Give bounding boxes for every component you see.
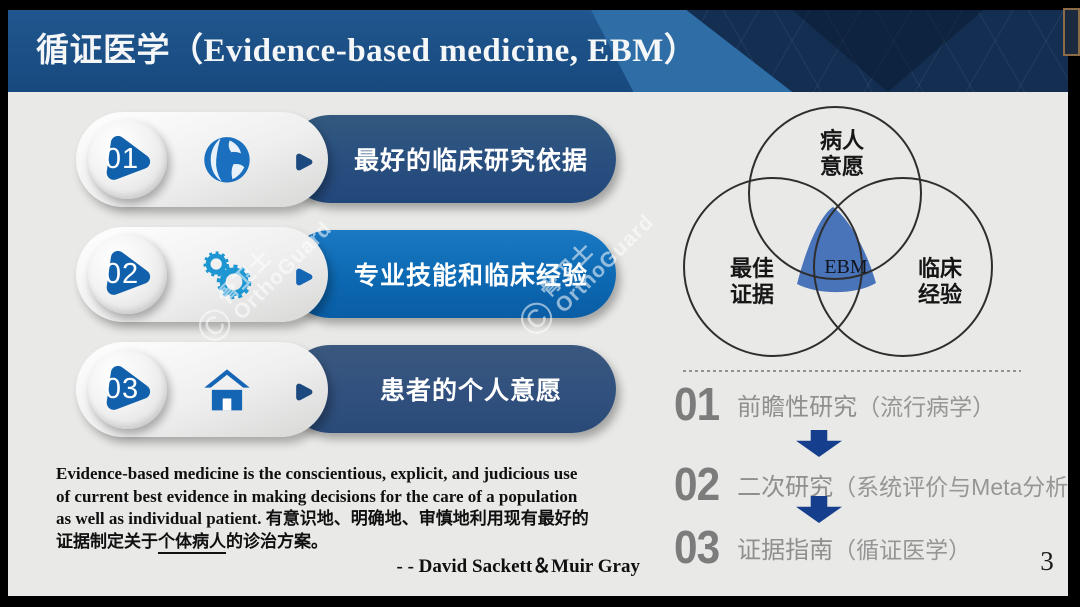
edge-overlay-box xyxy=(1063,8,1080,56)
page-title: 循证医学（Evidence-based medicine, EBM） xyxy=(36,33,698,69)
slide: 循证医学（Evidence-based medicine, EBM） 01 最好 xyxy=(8,10,1068,596)
quote-attribution: - - David Sackett＆Muir Gray xyxy=(396,556,640,577)
step-number: 02 xyxy=(674,458,720,510)
quote-chinese-line4-end: 的诊治方案。 xyxy=(226,531,328,551)
venn-label-line: 证据 xyxy=(729,282,774,307)
pill-label: 最好的临床研究依据 xyxy=(353,147,588,175)
venn-circle-top xyxy=(748,106,922,280)
badge-number: 01 xyxy=(104,143,140,175)
globe-icon xyxy=(204,137,250,183)
pill-label: 患者的个人意愿 xyxy=(379,377,562,405)
pick-shape-icon xyxy=(106,365,151,410)
step-number: 01 xyxy=(674,378,720,430)
venn-center-fill xyxy=(797,207,876,293)
venn-label-line: 病人 xyxy=(819,128,864,153)
quote-english-line3: as well as individual patient. xyxy=(56,509,266,528)
page-number: 3 xyxy=(1040,546,1054,576)
step-title-text: 前瞻性研究 xyxy=(737,393,858,421)
venn-label-ebm: EBM xyxy=(824,256,868,278)
venn-circle-right xyxy=(813,177,993,357)
step-row-2: 02 二次研究（系统评价与Meta分析） xyxy=(674,458,1068,510)
quote-english-line1: Evidence-based medicine is the conscient… xyxy=(56,464,578,483)
quote-chinese-line4: 证据制定关于 xyxy=(56,531,158,551)
venn-label-best-evidence: 最佳 证据 xyxy=(704,256,800,308)
venn-circle-left xyxy=(683,177,863,357)
quote-chinese-line3: 有意识地、明确地、审慎地利用现有最好的 xyxy=(265,509,589,528)
pill-blue-section xyxy=(286,230,616,318)
play-arrow-icon xyxy=(296,153,313,171)
down-arrow-icon xyxy=(796,430,842,457)
play-arrow-icon xyxy=(296,268,313,286)
badge-number: 03 xyxy=(104,373,140,405)
step-row-3: 03 证据指南（循证医学） xyxy=(674,521,971,573)
quote-english-line2: of current best evidence in making decis… xyxy=(56,486,578,506)
pill-label: 专业技能和临床经验 xyxy=(353,262,588,290)
step-row-1: 01 前瞻性研究（流行病学） xyxy=(674,378,995,430)
number-badge: 03 xyxy=(88,350,167,429)
step-title: 前瞻性研究（流行病学） xyxy=(737,387,995,422)
list-item-patient-will: 03 患者的个人意愿 xyxy=(76,342,622,442)
step-number: 03 xyxy=(674,521,720,573)
venn-label-line: 意愿 xyxy=(819,154,864,179)
step-title: 二次研究（系统评价与Meta分析） xyxy=(737,467,1068,502)
number-badge: 02 xyxy=(88,235,167,314)
venn-label-line: 最佳 xyxy=(729,256,774,281)
pill-blue-section xyxy=(286,115,616,203)
venn-label-line: 临床 xyxy=(917,256,962,281)
venn-label-patient-will: 病人 意愿 xyxy=(794,128,890,180)
venn-label-clinical-experience: 临床 经验 xyxy=(892,256,988,308)
step-subtitle: （流行病学） xyxy=(857,393,996,420)
step-title: 证据指南（循证医学） xyxy=(737,530,971,565)
pill-blue-section xyxy=(286,345,616,433)
venn-diagram xyxy=(683,106,1021,372)
quote-block: Evidence-based medicine is the conscient… xyxy=(56,463,660,554)
play-arrow-icon xyxy=(296,383,313,401)
badge-number: 02 xyxy=(104,258,140,290)
venn-label-line: 经验 xyxy=(917,282,962,307)
slide-header: 循证医学（Evidence-based medicine, EBM） xyxy=(8,10,1068,92)
step-subtitle: （循证医学） xyxy=(833,536,972,563)
step-title-text: 证据指南 xyxy=(737,536,834,564)
list-item-clinical-skill: 02 专业技能和临床经验 xyxy=(76,227,622,327)
gears-icon xyxy=(203,251,252,300)
quote-underlined-text: 个体病人 xyxy=(158,531,226,554)
step-subtitle: （系统评价与Meta分析） xyxy=(833,473,1068,500)
number-badge: 01 xyxy=(88,120,167,199)
pick-shape-icon xyxy=(106,135,151,180)
list-item-best-evidence: 01 最好的临床研究依据 xyxy=(76,112,622,212)
pick-shape-icon xyxy=(106,250,151,295)
house-icon xyxy=(204,369,250,411)
